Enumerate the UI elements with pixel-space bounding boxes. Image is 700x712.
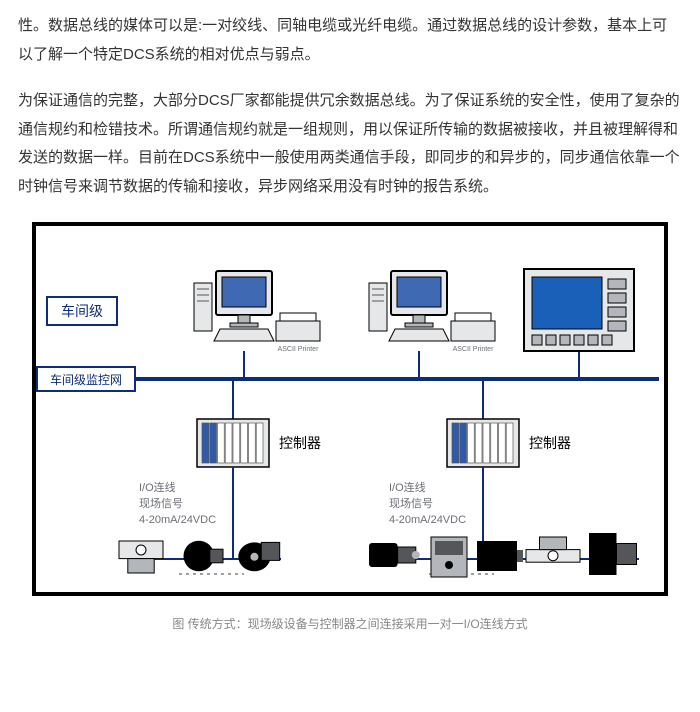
figure-wrap: 车间级车间级监控网 ASCII Printer ASCII Printer 控制器 I/… [18, 219, 682, 632]
figure-caption: 图 传统方式：现场级设备与控制器之间连接采用一对一I/O连线方式 [18, 615, 682, 632]
svg-text:ASCII Printer: ASCII Printer [453, 346, 495, 353]
svg-text:现场信号: 现场信号 [389, 496, 433, 510]
diagram-svg: 车间级车间级监控网 ASCII Printer ASCII Printer 控制器 I/… [29, 219, 671, 599]
svg-text:ASCII Printer: ASCII Printer [278, 346, 320, 353]
svg-text:I/O连线: I/O连线 [139, 480, 176, 494]
svg-text:现场信号: 现场信号 [139, 496, 183, 510]
svg-text:I/O连线: I/O连线 [389, 480, 426, 494]
svg-text:控制器: 控制器 [279, 435, 321, 451]
svg-text:4-20mA/24VDC: 4-20mA/24VDC [139, 514, 216, 526]
svg-text:车间级监控网: 车间级监控网 [50, 372, 122, 387]
diagram-figure: 车间级车间级监控网 ASCII Printer ASCII Printer 控制器 I/… [29, 219, 671, 599]
paragraph-1: 性。数据总线的媒体可以是:一对绞线、同轴电缆或光纤电缆。通过数据总线的设计参数，… [18, 12, 682, 69]
svg-text:控制器: 控制器 [529, 435, 571, 451]
svg-text:车间级: 车间级 [61, 303, 103, 319]
paragraph-2: 为保证通信的完整，大部分DCS厂家都能提供冗余数据总线。为了保证系统的安全性，使… [18, 87, 682, 201]
svg-text:4-20mA/24VDC: 4-20mA/24VDC [389, 514, 466, 526]
